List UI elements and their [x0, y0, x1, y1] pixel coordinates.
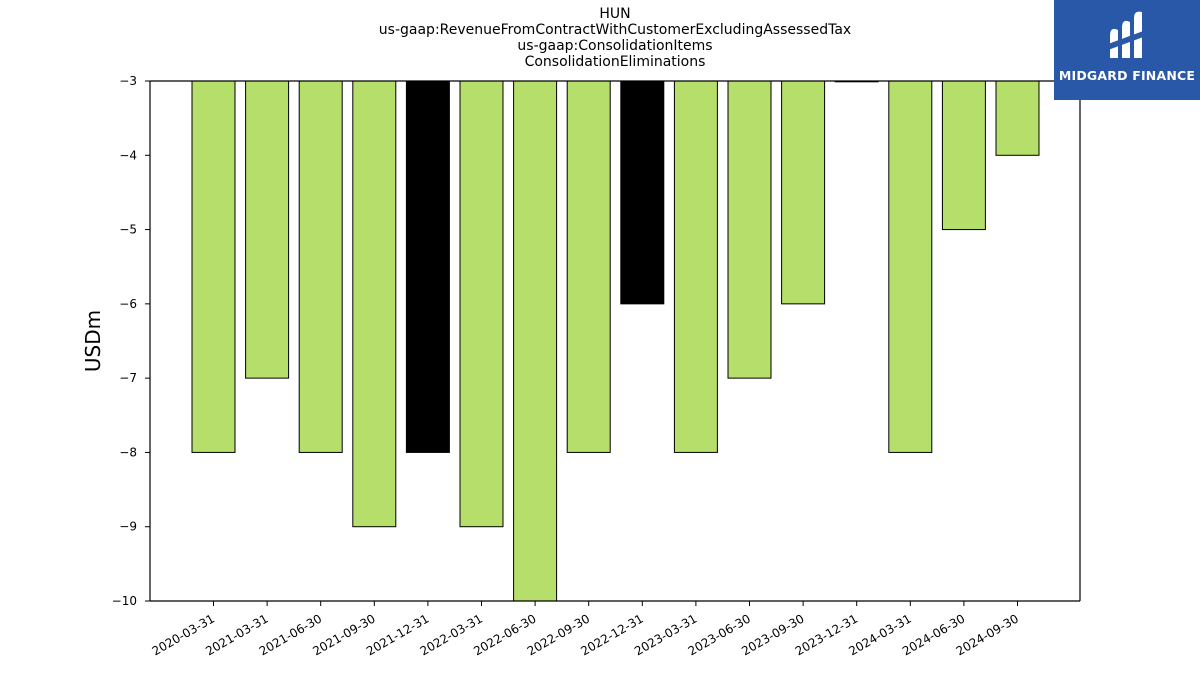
- y-tick-label: −3: [119, 74, 137, 88]
- y-tick-label: −8: [119, 445, 137, 459]
- title-line-ticker: HUN: [599, 6, 631, 22]
- y-tick-label: −9: [119, 520, 137, 534]
- y-tick-label: −7: [119, 371, 137, 385]
- y-tick-label: −4: [119, 148, 137, 162]
- title-line-member: ConsolidationEliminations: [524, 54, 706, 70]
- bar: [405, 80, 450, 453]
- bar: [352, 80, 397, 528]
- bar: [888, 80, 933, 453]
- bar: [245, 80, 290, 379]
- bar: [620, 80, 665, 305]
- chart-title: HUN us-gaap:RevenueFromContractWithCusto…: [0, 6, 1200, 70]
- brand-name: MIDGARD FINANCE: [1058, 68, 1196, 83]
- midgard-logo-icon: [1108, 11, 1146, 59]
- title-line-concept: us-gaap:RevenueFromContractWithCustomerE…: [378, 22, 852, 38]
- bar: [513, 80, 558, 602]
- bar: [727, 80, 772, 379]
- y-tick-label: −5: [119, 223, 137, 237]
- title-line-axis: us-gaap:ConsolidationItems: [517, 38, 713, 54]
- bar: [781, 80, 826, 305]
- bar: [566, 80, 611, 453]
- bar: [298, 80, 343, 453]
- y-tick-label: −6: [119, 297, 137, 311]
- bar: [941, 80, 986, 231]
- bar: [673, 80, 718, 453]
- y-tick-label: −10: [112, 594, 137, 608]
- bar: [191, 80, 236, 453]
- brand-logo: MIDGARD FINANCE: [1054, 0, 1200, 100]
- bar: [995, 80, 1040, 156]
- bar: [459, 80, 504, 528]
- y-axis-label: USDm: [81, 310, 105, 372]
